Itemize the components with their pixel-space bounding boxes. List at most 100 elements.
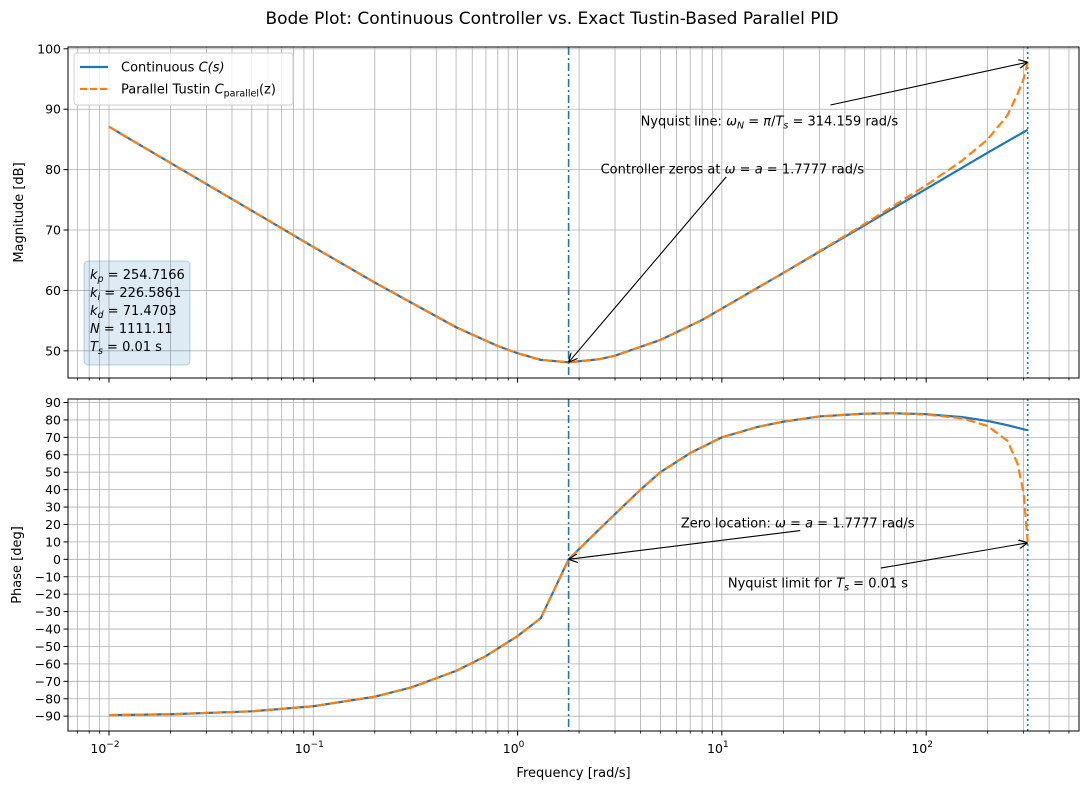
- annotation-part: Controller zeros at: [601, 163, 725, 178]
- annotation-part: =: [736, 163, 755, 178]
- x-axis-label: Frequency [rad/s]: [516, 766, 630, 781]
- y-tick-label: −50: [35, 639, 61, 654]
- x-tick-label: 100: [503, 740, 525, 756]
- x-tick-base: 10: [295, 741, 311, 756]
- x-tick-exponent: 0: [519, 740, 525, 750]
- legend: Continuous C(s) Parallel Tustin Cparallel…: [73, 52, 294, 106]
- annotation-part: ω: [725, 163, 736, 178]
- parameter-value: = 1111.11: [100, 322, 173, 337]
- annotation-part: Zero location:: [681, 517, 775, 532]
- y-tick-label: −90: [35, 709, 61, 724]
- parameter-value: = 226.5861: [100, 286, 181, 301]
- parameter-symbol: k: [90, 268, 98, 283]
- grid: [68, 399, 1079, 731]
- legend-subscript: parallel: [224, 89, 259, 100]
- parameter-row: N = 1111.11: [90, 322, 173, 337]
- annotation-part: =: [744, 114, 763, 129]
- parameter-subscript: d: [98, 310, 105, 321]
- annotation-part: Nyquist limit for: [728, 577, 836, 592]
- parameter-box-bg: [83, 260, 191, 366]
- annotation-part: /: [771, 114, 776, 129]
- phase-panel: 10−2 10−1 100 101 102−90−80−70−60−50−40−30−2…: [10, 395, 1080, 781]
- x-tick-exponent: 2: [927, 740, 933, 750]
- annotation-part: ω: [726, 114, 737, 129]
- y-tick-label: 80: [45, 162, 61, 177]
- annotation-text: Nyquist line: ωN = π/Ts = 314.159 rad/s: [641, 114, 899, 131]
- x-ticks: [76, 378, 1070, 383]
- annotation: Controller zeros at ω = a = 1.7777 rad/s: [569, 163, 865, 363]
- legend-tustin-label: Parallel Tustin Cparallel(z): [121, 83, 276, 100]
- annotation-part: a: [805, 517, 813, 532]
- y-tick-label: 50: [45, 343, 61, 358]
- x-tick-base: 10: [707, 741, 723, 756]
- annotation-part: s: [844, 583, 849, 594]
- parameter-row: kd = 71.4703: [90, 304, 176, 321]
- annotation-arrow: [569, 530, 801, 560]
- y-tick-label: 90: [45, 102, 61, 117]
- y-tick-label: 10: [45, 534, 61, 549]
- y-ticks: 50 60 70 80 90 100: [37, 41, 68, 358]
- y-tick-label: 100: [37, 41, 61, 56]
- parameter-subscript: s: [98, 346, 103, 357]
- x-tick-label: 101: [707, 740, 729, 756]
- annotation: Nyquist limit for Ts = 0.01 s: [728, 543, 1028, 594]
- annotation-part: = 1.7777 rad/s: [813, 517, 915, 532]
- parameter-row: Ts = 0.01 s: [90, 340, 162, 357]
- x-tick-base: 10: [503, 741, 519, 756]
- parameter-symbol: k: [90, 304, 98, 319]
- legend-prefix: Parallel Tustin: [121, 83, 215, 98]
- legend-prefix: Continuous: [121, 61, 199, 76]
- y-tick-label: −70: [35, 674, 61, 689]
- magnitude-panel: 50 60 70 80 90 100 Magnitude [dB] Nyquist line:…: [12, 41, 1080, 383]
- parameter-value: = 254.7166: [104, 268, 185, 283]
- annotation-part: N: [737, 120, 744, 131]
- annotation-text: Zero location: ω = a = 1.7777 rad/s: [681, 517, 915, 532]
- y-tick-label: 90: [45, 395, 61, 410]
- annotation: Nyquist line: ωN = π/Ts = 314.159 rad/s: [641, 62, 1028, 131]
- parameter-symbol: N: [90, 322, 100, 337]
- annotation-arrow: [880, 543, 1028, 569]
- y-tick-label: 50: [45, 465, 61, 480]
- y-tick-label: −40: [35, 622, 61, 637]
- chart-title: Bode Plot: Continuous Controller vs. Exa…: [265, 9, 838, 29]
- y-tick-label: −60: [35, 656, 61, 671]
- y-tick-label: −30: [35, 604, 61, 619]
- legend-math: C: [215, 83, 225, 98]
- y-tick-label: −10: [35, 569, 61, 584]
- annotation-part: ω: [775, 517, 786, 532]
- x-tick-exponent: −2: [106, 740, 119, 750]
- y-tick-label: 60: [45, 283, 61, 298]
- annotation-part: Nyquist line:: [641, 114, 727, 129]
- parameter-row: ki = 226.5861: [90, 286, 181, 303]
- annotation: Zero location: ω = a = 1.7777 rad/s: [569, 517, 915, 560]
- y-tick-label: 60: [45, 447, 61, 462]
- y-tick-label: 70: [45, 430, 61, 445]
- y-tick-label: 0: [53, 552, 61, 567]
- annotation-part: = 1.7777 rad/s: [763, 163, 865, 178]
- y-tick-label: −20: [35, 587, 61, 602]
- y-tick-label: 30: [45, 500, 61, 515]
- legend-box: [73, 52, 294, 106]
- y-axis-label: Phase [deg]: [10, 526, 25, 604]
- y-tick-label: −80: [35, 691, 61, 706]
- parameter-value: = 0.01 s: [103, 340, 162, 355]
- annotation-arrow: [830, 62, 1027, 106]
- y-tick-label: 70: [45, 223, 61, 238]
- x-tick-label: 10−1: [295, 740, 324, 756]
- y-tick-label: 80: [45, 412, 61, 427]
- legend-suffix: (z): [259, 83, 276, 98]
- parameter-symbol: k: [90, 286, 98, 301]
- annotation-part: = 0.01 s: [849, 577, 908, 592]
- series-group: [108, 412, 1029, 717]
- parameter-subscript: p: [97, 274, 104, 285]
- annotation-part: =: [786, 517, 805, 532]
- x-tick-exponent: 1: [723, 740, 729, 750]
- annotation-part: T: [836, 577, 845, 592]
- x-tick-exponent: −1: [311, 740, 324, 750]
- series-group: [108, 61, 1029, 364]
- y-ticks: −90 −80 −70 −60 −50 −40 −30 −20 −10 0 10 20 30 40 50 60…: [35, 395, 68, 724]
- y-tick-label: 20: [45, 517, 61, 532]
- axes-frame: [67, 46, 1080, 379]
- annotation-text: Controller zeros at ω = a = 1.7777 rad/s: [601, 163, 865, 178]
